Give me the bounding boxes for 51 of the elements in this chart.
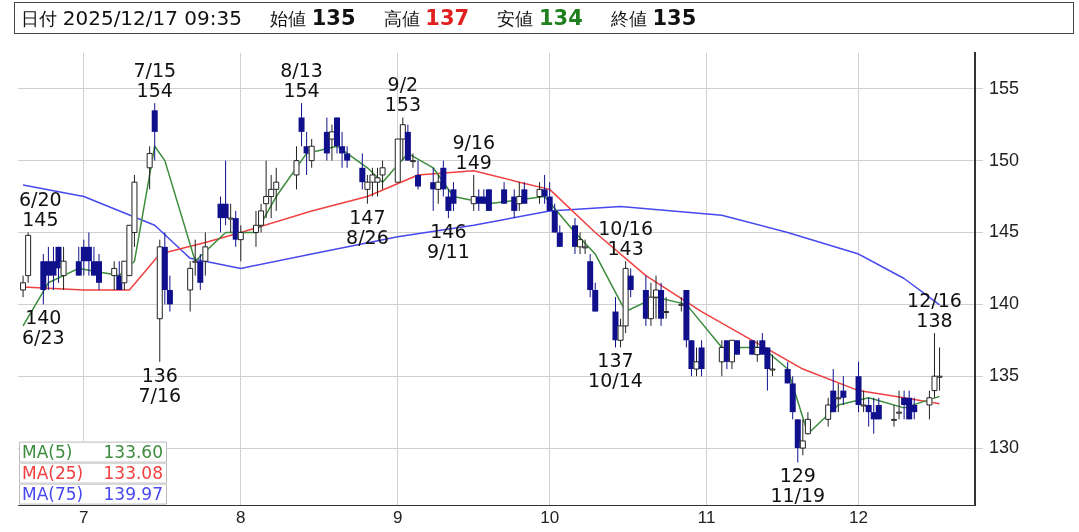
- candlestick: [85, 231, 92, 277]
- candlestick: [627, 267, 634, 298]
- candlestick: [202, 231, 209, 277]
- text: MA(5) 133.60: [22, 441, 163, 462]
- annotation: 6/20 145: [19, 188, 62, 231]
- y-tick-label: 140: [989, 293, 1020, 314]
- candlestick: [323, 116, 330, 162]
- candlestick: [501, 181, 508, 205]
- candlestick: [440, 160, 447, 198]
- annotation: 9/2 153: [384, 73, 421, 116]
- text: 終値 135: [610, 5, 697, 30]
- candlestick: [521, 181, 528, 205]
- x-tick-label: 10: [540, 508, 560, 528]
- chart-title: 日付 2025/12/17 09:35: [21, 5, 243, 30]
- annotation: 147 8/26: [346, 205, 389, 248]
- annotation: 140 6/23: [21, 306, 65, 349]
- text: 始値 135: [270, 5, 356, 30]
- annotation: 136 7/16: [138, 363, 182, 406]
- candlestick: [840, 375, 847, 406]
- x-tick-label: 7: [79, 508, 89, 528]
- text: MA(25) 133.08: [22, 462, 163, 483]
- y-tick-label: 150: [989, 149, 1020, 170]
- x-tick-label: 9: [393, 508, 403, 528]
- annotation: 9/16 149: [452, 130, 496, 173]
- candlestick: [415, 160, 422, 190]
- candlestick: [232, 210, 239, 248]
- annotation: 137 10/14: [588, 349, 643, 392]
- candlestick: [151, 102, 158, 162]
- y-tick-label: 145: [989, 221, 1020, 242]
- annotation: 129 11/19: [770, 464, 826, 507]
- text: 安値 134: [497, 5, 583, 30]
- candlestick: [298, 102, 305, 147]
- y-tick-label: 135: [989, 365, 1020, 386]
- y-tick-label: 155: [989, 77, 1020, 98]
- annotation: 8/13 154: [280, 59, 323, 102]
- candlestick: [511, 188, 518, 219]
- x-tick-label: 12: [849, 508, 868, 528]
- candlestick: [445, 188, 452, 219]
- candlestick: [197, 253, 204, 291]
- candlestick: [571, 217, 578, 255]
- x-tick-label: 11: [697, 508, 716, 528]
- y-tick-label: 130: [989, 437, 1020, 458]
- candlestick: [693, 346, 700, 377]
- annotation: 7/15 154: [133, 59, 177, 102]
- text: 高値 137: [383, 5, 470, 30]
- candlestick: [359, 152, 366, 190]
- candlestick: [799, 418, 806, 456]
- candlestick: [328, 124, 335, 162]
- candlestick: [222, 160, 229, 226]
- text: MA(75) 139.97: [22, 483, 163, 504]
- x-tick-label: 8: [236, 508, 246, 528]
